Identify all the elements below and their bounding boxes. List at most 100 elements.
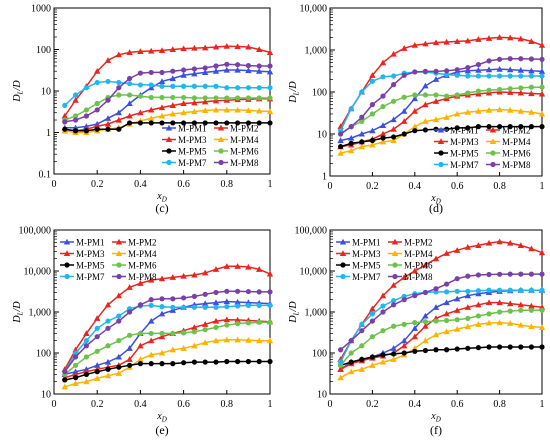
- data-point: [380, 103, 386, 110]
- data-point: [94, 348, 100, 354]
- data-point: [411, 107, 418, 114]
- data-point: [158, 333, 166, 340]
- data-point: [390, 137, 397, 144]
- data-point: [454, 72, 460, 78]
- legend: M-PM1 M-PM2 M-PM3 M-PM4 M-PM5 M-PM6 M-PM7 M-PM8: [336, 238, 433, 282]
- data-point: [401, 45, 408, 51]
- data-point: [497, 86, 503, 93]
- legend-marker: [490, 161, 496, 168]
- x-tick-label: 0.6: [177, 399, 190, 410]
- data-point: [337, 366, 344, 372]
- data-point: [170, 330, 176, 337]
- data-point: [159, 120, 165, 126]
- data-point: [235, 85, 241, 91]
- data-point: [213, 304, 219, 310]
- data-point: [475, 124, 481, 130]
- data-point: [169, 346, 176, 353]
- legend-label: M-PM5: [352, 261, 381, 271]
- data-point: [517, 107, 524, 114]
- y-tick-label: 100: [36, 45, 51, 56]
- data-point: [391, 134, 397, 140]
- x-axis-title: xD: [430, 193, 441, 206]
- y-tick-label: 10: [41, 390, 51, 401]
- x-tick-label: 0.6: [177, 179, 190, 190]
- y-axis-title: DL/D: [288, 81, 301, 104]
- data-point: [444, 289, 450, 295]
- y-tick-label: 1: [322, 172, 327, 183]
- data-point: [401, 297, 407, 303]
- data-point: [486, 271, 492, 278]
- data-point: [528, 307, 535, 313]
- x-tick-label: 1: [268, 179, 273, 190]
- series-m-pm3: [337, 34, 546, 130]
- data-point: [267, 358, 273, 365]
- data-point: [379, 292, 387, 299]
- data-point: [94, 126, 100, 132]
- data-point: [245, 107, 252, 114]
- data-point: [454, 110, 461, 117]
- series-m-pm5: [338, 344, 545, 368]
- data-point: [432, 98, 440, 104]
- data-point: [507, 106, 514, 113]
- data-point: [369, 72, 376, 78]
- data-point: [105, 318, 111, 324]
- data-point: [497, 309, 503, 315]
- data-point: [202, 98, 209, 105]
- data-point: [465, 273, 471, 279]
- data-point: [518, 56, 524, 62]
- data-point: [266, 108, 274, 115]
- data-point: [234, 106, 241, 113]
- data-point: [202, 44, 209, 51]
- series-m-pm2: [61, 316, 274, 381]
- data-point: [538, 110, 546, 117]
- legend-label: M-PM3: [352, 249, 381, 259]
- legend-marker: [489, 126, 497, 133]
- legend-label: M-PM5: [178, 147, 207, 157]
- data-point: [390, 50, 397, 57]
- data-point: [465, 345, 471, 351]
- legend-label: M-PM1: [178, 124, 207, 134]
- data-point: [137, 48, 144, 54]
- y-tick-label: 100: [36, 349, 51, 360]
- data-point: [497, 124, 503, 130]
- data-point: [83, 371, 89, 378]
- data-point: [369, 141, 376, 148]
- data-point: [454, 288, 460, 294]
- data-point: [62, 377, 68, 383]
- data-point: [359, 328, 365, 334]
- data-point: [486, 311, 492, 317]
- legend-marker: [64, 262, 70, 268]
- data-point: [454, 276, 460, 282]
- data-point: [202, 339, 209, 346]
- x-tick-label: 0: [328, 181, 333, 192]
- data-point: [256, 337, 263, 344]
- data-point: [359, 139, 365, 145]
- data-point: [486, 87, 492, 93]
- data-point: [507, 66, 514, 73]
- data-point: [181, 67, 187, 73]
- series-line: [340, 108, 543, 154]
- data-point: [422, 40, 429, 47]
- legend-marker: [116, 262, 122, 268]
- data-point: [266, 270, 274, 277]
- data-point: [348, 368, 355, 375]
- legend-label: M-PM7: [76, 272, 105, 282]
- data-point: [391, 82, 397, 88]
- data-point: [212, 67, 220, 74]
- data-point: [245, 358, 251, 365]
- data-point: [337, 137, 344, 144]
- data-point: [433, 68, 439, 74]
- data-point: [72, 97, 79, 103]
- data-point: [401, 274, 408, 280]
- legend-marker: [63, 250, 71, 257]
- data-point: [485, 66, 493, 73]
- x-tick-label: 0.8: [221, 399, 234, 410]
- series-m-pm7: [62, 78, 273, 108]
- legend-label: M-PM4: [230, 135, 259, 145]
- data-point: [475, 290, 482, 297]
- series-m-pm7: [338, 69, 545, 134]
- data-point: [475, 345, 481, 351]
- data-point: [213, 289, 219, 296]
- series-line: [339, 289, 542, 363]
